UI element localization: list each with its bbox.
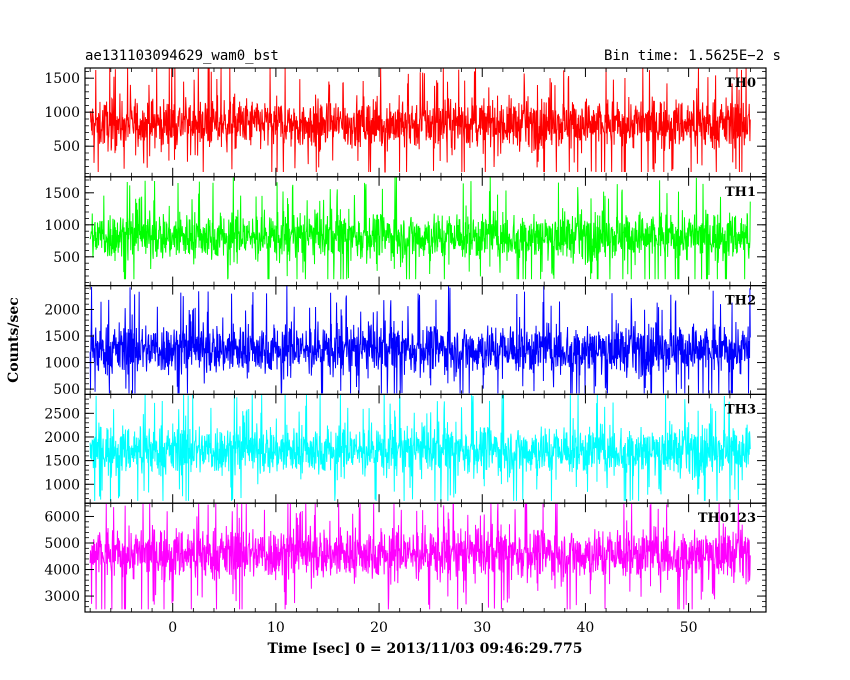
y-tick-label: 5000 <box>44 536 80 552</box>
y-tick-label: 500 <box>53 139 80 155</box>
panel-label-th0123: TH0123 <box>698 511 756 526</box>
y-tick-label: 2500 <box>44 406 80 422</box>
y-tick-label: 2000 <box>44 302 80 318</box>
y-tick-label: 1500 <box>44 186 80 202</box>
panel-th0: 500 1000 1500 TH0 <box>44 67 767 178</box>
y-tick-label: 1500 <box>44 329 80 345</box>
panel-frame <box>84 502 767 613</box>
y-tick-label: 500 <box>53 382 80 398</box>
panel-th0123: 3000 4000 5000 6000 TH0123 <box>44 502 767 613</box>
series-th1 <box>89 176 751 280</box>
series-th0123 <box>89 503 751 610</box>
y-tick-label: 1000 <box>44 218 80 234</box>
y-tick-label: 500 <box>53 250 80 266</box>
panel-th1: 500 1000 1500 TH1 <box>44 176 767 287</box>
panel-label-th1: TH1 <box>725 185 756 200</box>
x-tick-label: 0 <box>168 620 177 636</box>
bin-time-label: Bin time: 1.5625E−2 s <box>604 48 781 64</box>
series-th0 <box>89 68 751 173</box>
figure-title: ae131103094629_wam0_bst <box>85 48 279 64</box>
y-tick-label: 1000 <box>44 477 80 493</box>
y-tick-label: 1500 <box>44 454 80 470</box>
y-tick-label: 6000 <box>44 509 80 525</box>
panel-label-th2: TH2 <box>725 294 756 309</box>
y-tick-label: 2000 <box>44 430 80 446</box>
x-tick-label: 20 <box>370 620 388 636</box>
x-tick-label: 30 <box>473 620 491 636</box>
y-tick-label: 3000 <box>44 589 80 605</box>
y-tick-label: 1500 <box>44 71 80 87</box>
series-th2 <box>89 285 751 394</box>
x-axis-title: Time [sec] 0 = 2013/11/03 09:46:29.775 <box>268 641 583 657</box>
series-th3 <box>89 394 751 501</box>
y-tick-label: 4000 <box>44 563 80 579</box>
y-tick-label: 1000 <box>44 105 80 121</box>
panel-label-th3: TH3 <box>725 402 756 417</box>
y-tick-label: 1000 <box>44 356 80 372</box>
panel-label-th0: TH0 <box>725 76 756 91</box>
y-axis-title: Counts/sec <box>6 297 22 383</box>
panel-th2: 500 1000 1500 2000 TH2 <box>44 285 767 398</box>
x-tick-label: 40 <box>577 620 595 636</box>
panel-th3: 1000 1500 2000 2500 TH3 <box>44 393 767 504</box>
x-tick-label: 10 <box>267 620 285 636</box>
x-tick-label: 50 <box>680 620 698 636</box>
